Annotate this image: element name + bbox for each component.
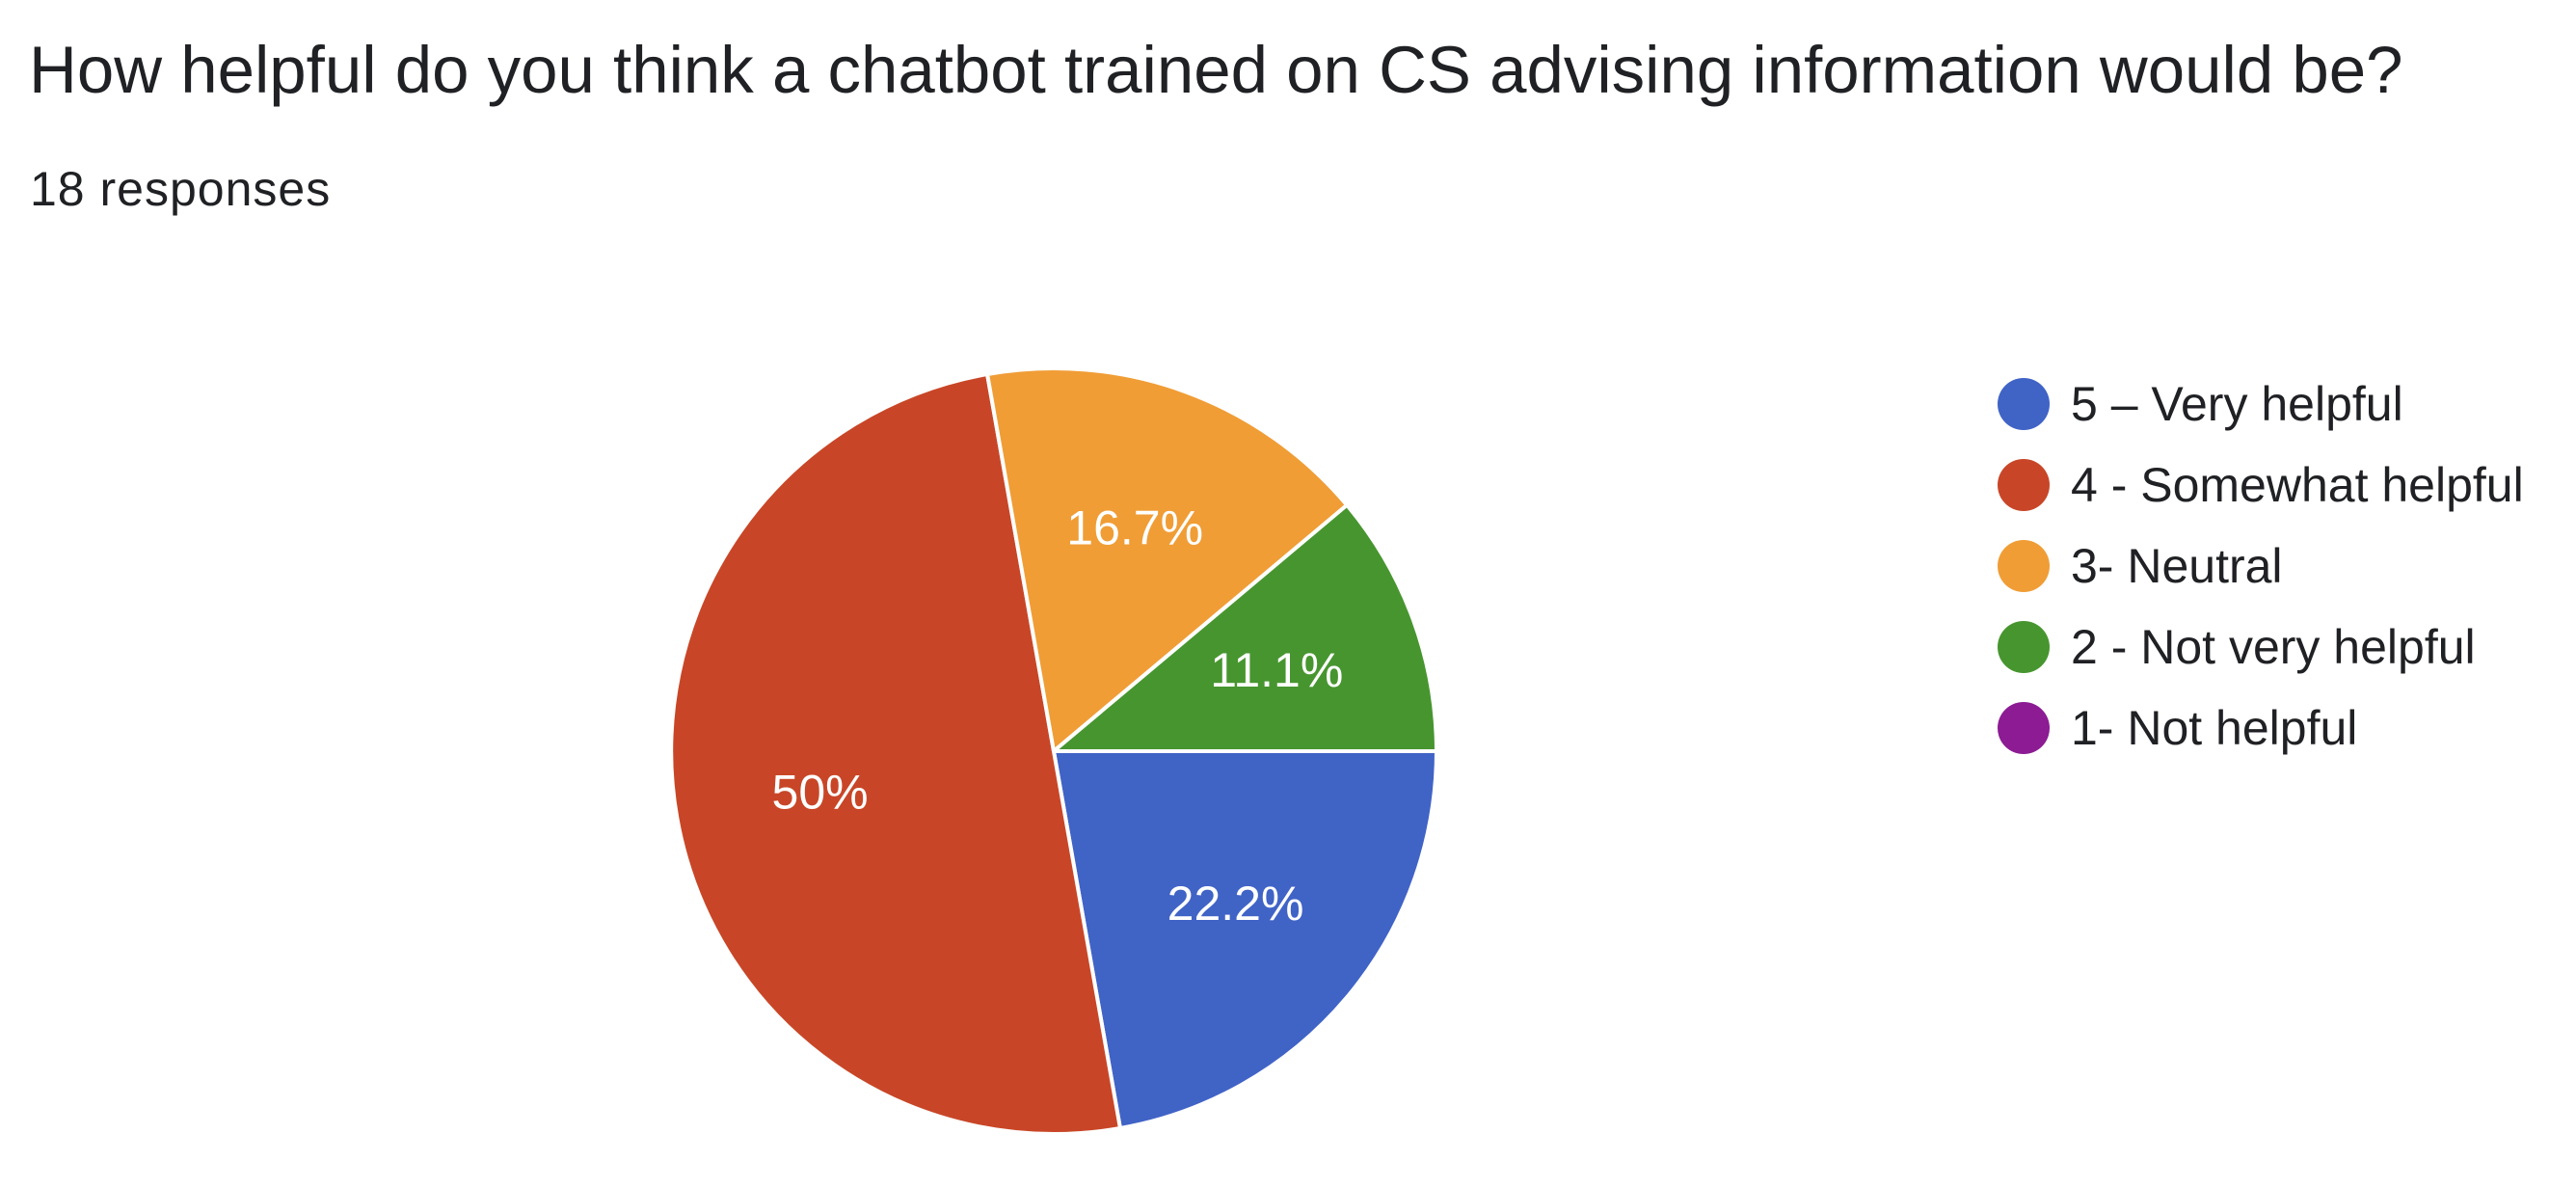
legend-item[interactable]: 4 - Somewhat helpful (1998, 445, 2524, 526)
legend-label: 5 – Very helpful (2071, 377, 2403, 431)
legend-swatch (1998, 621, 2050, 673)
pie-slice-label: 11.1% (1210, 643, 1343, 697)
response-count: 18 responses (30, 162, 332, 216)
pie-slice (985, 366, 1350, 753)
pie-slices (669, 366, 1438, 1136)
legend-swatch (1998, 378, 2050, 430)
legend-label: 2 - Not very helpful (2071, 620, 2476, 674)
pie-slice (669, 372, 1122, 1136)
pie-slice-labels: 22.2% 50% 16.7% 11.1% (772, 501, 1344, 932)
chart-legend: 5 – Very helpful 4 - Somewhat helpful 3- N… (1998, 364, 2524, 769)
legend-label: 1- Not helpful (2071, 701, 2358, 755)
question-title: How helpful do you think a chatbot train… (29, 33, 2403, 107)
legend-item[interactable]: 2 - Not very helpful (1998, 607, 2524, 688)
legend-label: 3- Neutral (2071, 539, 2283, 593)
pie-slice-label: 50% (772, 766, 869, 820)
legend-label: 4 - Somewhat helpful (2071, 458, 2524, 512)
legend-swatch (1998, 702, 2050, 754)
legend-swatch (1998, 459, 2050, 511)
legend-item[interactable]: 1- Not helpful (1998, 688, 2524, 769)
pie-slice (1052, 502, 1438, 753)
legend-item[interactable]: 5 – Very helpful (1998, 364, 2524, 445)
legend-swatch (1998, 540, 2050, 592)
pie-slice (1052, 749, 1438, 1130)
legend-item[interactable]: 3- Neutral (1998, 526, 2524, 607)
pie-slice-label: 22.2% (1167, 877, 1304, 931)
pie-slice-label: 16.7% (1066, 501, 1203, 555)
